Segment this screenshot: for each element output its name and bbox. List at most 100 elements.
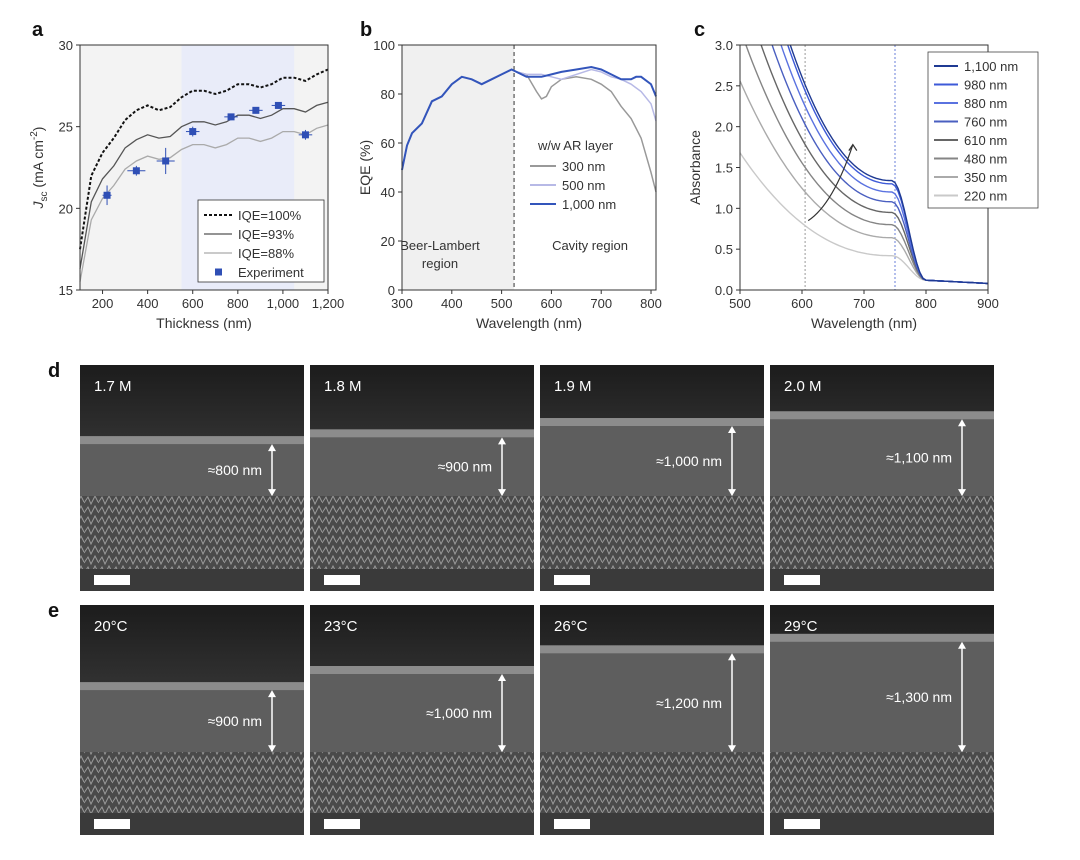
sem-condition-label: 1.7 M (94, 378, 132, 395)
chart-c-ytick-label: 0.0 (715, 283, 733, 298)
sem-condition-label: 29°C (784, 618, 818, 635)
sem-film-edge (540, 418, 764, 429)
panel-a: a 200 400 600 800 1,000 1,200 15 20 25 30 Thickness… (0, 0, 360, 360)
chart-c-ytick-label: 1.0 (715, 201, 733, 216)
sem-scale-bar (784, 819, 820, 829)
sem-arrowhead-top (268, 690, 276, 698)
sem-perovskite-film (540, 426, 764, 497)
panel-label-e: e (48, 600, 59, 622)
sem-film-edge (310, 666, 534, 676)
sem-scale-bar (554, 819, 590, 829)
sem-arrowhead-top (728, 653, 736, 661)
chart-c-xlabel: Wavelength (nm) (811, 315, 917, 331)
sem-arrowhead-top (268, 444, 276, 452)
chart-b-legend-title: w/w AR layer (537, 138, 614, 153)
chart-c-ylabel: Absorbance (687, 130, 703, 205)
sem-image-d-1: 1.7 M ≈800 nm (80, 365, 304, 591)
panel-c: c 500 600 700 800 900 0.0 0.5 1.0 1.5 2.0 2.5 3.0 Wav… (680, 0, 1080, 360)
chart-b-xlabel: Wavelength (nm) (476, 315, 582, 331)
sem-row-d: d 1.7 M ≈800 nm 1.8 M ≈900 nm 1.9 M ≈1,000 nm 2… (0, 355, 1080, 600)
sem-image-d-4: 2.0 M ≈1,100 nm (770, 365, 994, 591)
chart-b-xtick-label: 400 (441, 296, 463, 311)
sem-bottom-strip (540, 569, 764, 591)
chart-c-xtick-label: 900 (977, 296, 999, 311)
chart-a-ytick-label: 15 (59, 283, 73, 298)
chart-b-ylabel: EQE (%) (357, 140, 373, 195)
sem-thickness-label: ≈1,200 nm (656, 695, 722, 711)
sem-substrate-layer (770, 496, 994, 569)
chart-b-region-right: Cavity region (552, 238, 628, 253)
chart-a-legend-label: Experiment (238, 265, 304, 280)
chart-c-series-group (740, 45, 988, 285)
sem-image-e-3: 26°C ≈1,200 nm (540, 605, 764, 835)
chart-b-plot-frame (401, 44, 657, 291)
sem-image-e-1: 20°C ≈900 nm (80, 605, 304, 835)
chart-b-legend-label: 500 nm (562, 178, 605, 193)
sem-perovskite-film (770, 641, 994, 753)
chart-c-ytick-label: 2.5 (715, 79, 733, 94)
sem-perovskite-film (80, 444, 304, 497)
chart-b-region-left-1: Beer-Lambert (400, 238, 480, 253)
sem-film-edge (80, 682, 304, 693)
chart-a-ytick-label: 20 (59, 201, 73, 216)
chart-a-ytick-label: 30 (59, 38, 73, 53)
chart-c-xtick-label: 500 (729, 296, 751, 311)
sem-substrate-layer (540, 752, 764, 813)
sem-condition-label: 23°C (324, 618, 358, 635)
sem-scale-bar (324, 575, 360, 585)
chart-a-experiment-point (227, 113, 235, 121)
chart-a-xtick-label: 600 (182, 296, 204, 311)
chart-b-ytick-label: 100 (373, 38, 395, 53)
chart-b-ytick-label: 40 (381, 185, 395, 200)
chart-c-ytick-label: 2.0 (715, 120, 733, 135)
panel-label-b: b (360, 19, 372, 41)
chart-c-legend-label: 760 nm (964, 115, 1007, 130)
sem-image-e-4: 29°C ≈1,300 nm (770, 605, 994, 835)
sem-bottom-strip (770, 569, 994, 591)
sem-image-d-2: 1.8 M ≈900 nm (310, 365, 534, 591)
chart-c-ytick-label: 1.5 (715, 161, 733, 176)
chart-c-legend-label: 880 nm (964, 96, 1007, 111)
sem-perovskite-film (770, 419, 994, 497)
chart-c-trend-arrow (807, 144, 854, 222)
chart-a-ylabel: Jsc (mA cm-2) (29, 127, 50, 210)
chart-c-xtick-label: 700 (853, 296, 875, 311)
sem-perovskite-film (540, 653, 764, 753)
sem-arrowhead-bottom (498, 745, 506, 753)
sem-thickness-label: ≈800 nm (208, 462, 262, 478)
sem-row-e: e 20°C ≈900 nm 23°C ≈1,000 nm 26°C ≈1,200 nm 29… (0, 595, 1080, 845)
sem-film-edge (770, 633, 994, 644)
sem-arrowhead-bottom (728, 745, 736, 753)
chart-c-xtick-label: 600 (791, 296, 813, 311)
sem-thickness-label: ≈1,000 nm (656, 453, 722, 469)
chart-c-series-line (789, 45, 988, 285)
chart-b-shade (402, 45, 515, 290)
chart-b-legend-label: 1,000 nm (562, 197, 616, 212)
chart-b-region-left-2: region (422, 256, 458, 271)
chart-c-legend-box (927, 51, 1039, 209)
sem-perovskite-film (310, 674, 534, 753)
sem-arrowhead-top (728, 426, 736, 434)
sem-arrowhead-top (958, 419, 966, 427)
sem-thickness-label: ≈1,000 nm (426, 705, 492, 721)
sem-arrowhead-bottom (958, 489, 966, 497)
sem-substrate-layer (310, 752, 534, 813)
chart-c-ytick-label: 3.0 (715, 38, 733, 53)
chart-c-ytick-label: 0.5 (715, 242, 733, 257)
chart-b-eqe: b 300 400 500 600 700 800 0 20 40 60 80 100 Wavelengt… (357, 19, 662, 331)
sem-substrate-layer (310, 496, 534, 569)
chart-b-xtick-label: 500 (491, 296, 513, 311)
chart-a-experiment-point (132, 167, 140, 175)
sem-thickness-label: ≈1,300 nm (886, 689, 952, 705)
chart-c-legend-label: 350 nm (964, 170, 1007, 185)
chart-a-xtick-label: 1,000 (267, 296, 300, 311)
panel-label-d: d (48, 360, 60, 382)
chart-a-experiment-point (301, 131, 309, 139)
sem-bottom-strip (80, 813, 304, 835)
chart-b-series-line (401, 65, 657, 171)
sem-film-edge (770, 411, 994, 422)
sem-condition-label: 1.9 M (554, 378, 592, 395)
sem-substrate-layer (540, 496, 764, 569)
chart-a-thickness-jsc: a 200 400 600 800 1,000 1,200 15 20 25 30 Thickness… (29, 19, 344, 331)
chart-a-plot-frame (79, 44, 329, 291)
